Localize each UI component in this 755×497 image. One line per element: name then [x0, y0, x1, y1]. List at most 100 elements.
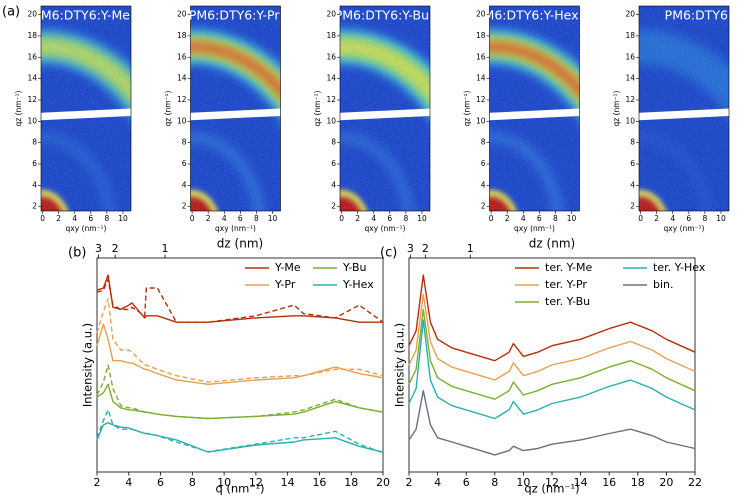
image-title: PM6:DTY6	[665, 8, 728, 23]
legend-label: Y-Pr	[274, 278, 296, 291]
y-tick-label: 6	[182, 159, 187, 168]
y-tick-label: 2	[32, 202, 37, 211]
y-tick-label: 8	[481, 138, 486, 147]
y-tick-label: 16	[625, 52, 635, 61]
y-tick-label: 2	[481, 202, 486, 211]
y-tick-label: 14	[476, 74, 486, 83]
x2-tick-label: 1	[467, 242, 474, 255]
x-tick-label: 2	[56, 214, 61, 223]
y-tick-label: 2	[331, 202, 336, 211]
y-tick-label: 6	[481, 159, 486, 168]
detector-gap	[639, 108, 729, 121]
x-tick-label: 8	[189, 476, 196, 489]
detector-gap	[41, 108, 131, 121]
x-tick-label: 4	[72, 214, 77, 223]
heatmap-image	[489, 6, 580, 211]
heatmap-image	[340, 6, 430, 211]
line	[408, 390, 696, 456]
x-tick-label: 8	[404, 214, 409, 223]
y-tick-label: 20	[476, 10, 486, 19]
y-axis-label: qz (nm⁻¹)	[164, 90, 173, 126]
legend-label: Y-Hex	[342, 278, 374, 291]
y-tick-label: 12	[27, 95, 37, 104]
heatmap-image	[639, 6, 729, 211]
noise	[340, 6, 430, 211]
legend-label: ter. Y-Bu	[545, 295, 590, 308]
dashed-line	[96, 278, 384, 323]
y-tick-label: 4	[630, 180, 635, 189]
panel-label: (b)	[68, 246, 86, 261]
x-tick-label: 4	[521, 214, 526, 223]
x-tick-label: 0	[489, 214, 494, 223]
legend-label: Y-Me	[274, 261, 301, 274]
x-tick-label: 10	[716, 214, 726, 223]
x2-tick-label: 3	[407, 242, 414, 255]
x-tick-label: 0	[190, 214, 195, 223]
y-tick-label: 16	[326, 52, 336, 61]
line	[408, 319, 696, 420]
legend-label: bin.	[653, 278, 674, 291]
x2-tick-label: 3	[95, 242, 102, 255]
x-tick-label: 4	[371, 214, 376, 223]
x2-axis-label: dz (nm)	[217, 237, 263, 251]
image-frame	[339, 5, 431, 212]
x-tick-label: 0	[638, 214, 643, 223]
x-tick-label: 2	[206, 214, 211, 223]
legend-label: ter. Y-Hex	[653, 261, 706, 274]
y-tick-label: 4	[331, 180, 336, 189]
y-tick-label: 4	[182, 180, 187, 189]
y-axis-label: Intensity (a.u.)	[393, 323, 407, 407]
y-tick-label: 10	[625, 116, 635, 125]
y-tick-label: 4	[481, 180, 486, 189]
x-tick-label: 6	[88, 214, 93, 223]
y-tick-label: 12	[177, 95, 187, 104]
x-tick-label: 6	[686, 214, 691, 223]
x-tick-label: 0	[40, 214, 45, 223]
x-axis-label: qxy (nm⁻¹)	[215, 224, 256, 233]
x-tick-label: 10	[268, 214, 278, 223]
y-tick-label: 12	[326, 95, 336, 104]
x-tick-label: 10	[217, 476, 231, 489]
image-frame	[40, 5, 132, 212]
image-frame	[638, 5, 730, 212]
x-tick-label: 14	[281, 476, 295, 489]
x-tick-label: 2	[406, 476, 413, 489]
y-tick-label: 18	[177, 31, 187, 40]
legend-label: Y-Bu	[342, 261, 367, 274]
line	[96, 422, 384, 453]
legend-label: ter. Y-Pr	[545, 278, 587, 291]
noise	[489, 6, 580, 211]
y-tick-label: 18	[625, 31, 635, 40]
x-tick-label: 2	[94, 476, 101, 489]
x-tick-label: 2	[654, 214, 659, 223]
x-tick-label: 4	[222, 214, 227, 223]
x-tick-label: 6	[537, 214, 542, 223]
y-tick-label: 18	[27, 31, 37, 40]
line	[96, 323, 384, 385]
y-tick-label: 2	[182, 202, 187, 211]
x-tick-label: 8	[105, 214, 110, 223]
x2-tick-label: 2	[112, 242, 119, 255]
y-tick-label: 20	[177, 10, 187, 19]
x-tick-label: 14	[574, 476, 588, 489]
x2-tick-label: 2	[422, 242, 429, 255]
image-title: PM6:DTY6:Y-Pr	[189, 8, 281, 23]
x-tick-label: 6	[238, 214, 243, 223]
detector-gap	[340, 108, 430, 121]
y-tick-label: 14	[625, 74, 635, 83]
x-tick-label: 10	[567, 214, 577, 223]
x-tick-label: 8	[703, 214, 708, 223]
image-title: PM6:DTY6:Y-Bu	[335, 8, 429, 23]
y-tick-label: 18	[326, 31, 336, 40]
line	[408, 274, 696, 362]
x-axis-label: q (nm⁻¹)	[215, 482, 264, 496]
heatmap-image	[41, 6, 131, 211]
x-tick-label: 10	[516, 476, 530, 489]
x-tick-label: 22	[688, 476, 702, 489]
x-tick-label: 6	[157, 476, 164, 489]
y-tick-label: 10	[177, 116, 187, 125]
y-tick-label: 6	[630, 159, 635, 168]
x-tick-label: 6	[387, 214, 392, 223]
line	[96, 274, 383, 323]
